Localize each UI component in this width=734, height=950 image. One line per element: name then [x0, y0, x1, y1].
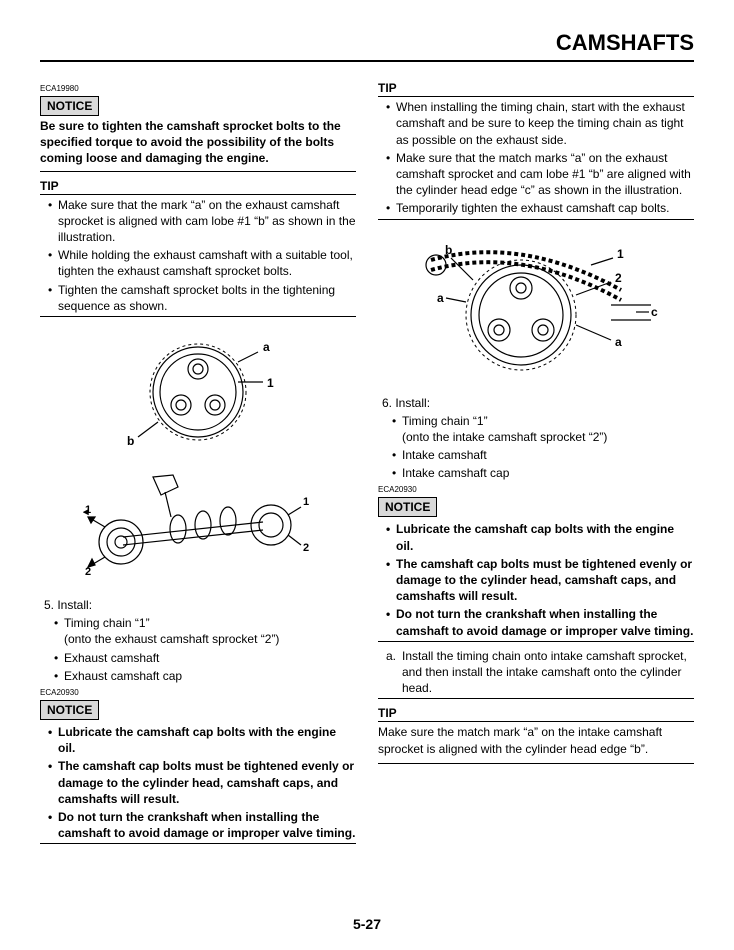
paren-note: (onto the intake camshaft sprocket “2”) [402, 429, 694, 445]
tip-header: TIP [40, 178, 356, 195]
ref-code: ECA19980 [40, 84, 356, 95]
list-item: Timing chain “1” (onto the exhaust camsh… [54, 615, 356, 647]
ref-code: ECA20930 [378, 485, 694, 496]
figure-sprocket-chain: a b 1 2 c a [378, 230, 694, 385]
fig-label-2: 2 [615, 271, 622, 285]
tip-label: TIP [378, 80, 399, 97]
letter-list: Install the timing chain onto intake cam… [378, 648, 694, 697]
notice-list: Lubricate the camshaft cap bolts with th… [378, 521, 694, 638]
title-divider [40, 60, 694, 62]
tip-list: When installing the timing chain, start … [378, 99, 694, 216]
list-item: Temporarily tighten the exhaust camshaft… [386, 200, 694, 216]
tip-label: TIP [40, 178, 61, 195]
tip-header: TIP [378, 80, 694, 97]
step-5: 5. Install: [40, 597, 356, 613]
fig-label-c: c [651, 305, 658, 319]
notice-body: Be sure to tighten the camshaft sprocket… [40, 118, 356, 167]
tip-header: TIP [378, 705, 694, 722]
list-item: Intake camshaft [392, 447, 694, 463]
list-item: Do not turn the crankshaft when installi… [48, 809, 356, 841]
right-column: TIP When installing the timing chain, st… [378, 80, 694, 850]
fig-label-a: a [437, 291, 444, 305]
divider [40, 316, 356, 317]
figure-sprocket-1: a 1 b [40, 327, 356, 457]
list-item: Lubricate the camshaft cap bolts with th… [386, 521, 694, 553]
notice-label: NOTICE [40, 96, 99, 116]
fig2-label-2b: 2 [303, 542, 309, 554]
divider [378, 698, 694, 699]
fig-label-1: 1 [617, 247, 624, 261]
fig-label-b: b [445, 243, 452, 257]
list-item: Make sure that the mark “a” on the exhau… [48, 197, 356, 246]
fig-label-a2: a [615, 335, 622, 349]
fig2-label-1a: 1 [85, 504, 91, 516]
list-item: Make sure that the match marks “a” on th… [386, 150, 694, 199]
list-item: Exhaust camshaft cap [54, 668, 356, 684]
list-item: The camshaft cap bolts must be tightened… [48, 758, 356, 807]
fig2-label-2a: 2 [85, 566, 91, 578]
divider [378, 763, 694, 764]
fig-label-a: a [263, 340, 270, 354]
list-item: Lubricate the camshaft cap bolts with th… [48, 724, 356, 756]
list-item: The camshaft cap bolts must be tightened… [386, 556, 694, 605]
list-item: Timing chain “1” (onto the intake camsha… [392, 413, 694, 445]
tip-body: Make sure the match mark “a” on the inta… [378, 724, 694, 756]
notice-list: Lubricate the camshaft cap bolts with th… [40, 724, 356, 841]
list-item: Tighten the camshaft sprocket bolts in t… [48, 282, 356, 314]
fig-label-b: b [127, 434, 134, 448]
notice-label: NOTICE [40, 700, 99, 720]
list-item: Install the timing chain onto intake cam… [386, 648, 694, 697]
list-item: Intake camshaft cap [392, 465, 694, 481]
step-5-items: Timing chain “1” (onto the exhaust camsh… [40, 615, 356, 684]
step-6-items: Timing chain “1” (onto the intake camsha… [378, 413, 694, 482]
step-6: 6. Install: [378, 395, 694, 411]
fig-label-1: 1 [267, 376, 274, 390]
tip-list: Make sure that the mark “a” on the exhau… [40, 197, 356, 314]
fig2-label-1b: 1 [303, 496, 309, 508]
tip-label: TIP [378, 705, 399, 722]
page-title: CAMSHAFTS [40, 30, 694, 56]
page-number: 5-27 [0, 916, 734, 932]
divider [378, 219, 694, 220]
ref-code: ECA20930 [40, 688, 356, 699]
divider [40, 171, 356, 172]
divider [40, 843, 356, 844]
figure-camshaft-assembly: ◂ 1 2 1 2 [40, 467, 356, 587]
left-column: ECA19980 NOTICE Be sure to tighten the c… [40, 80, 356, 850]
divider [378, 641, 694, 642]
list-item: While holding the exhaust camshaft with … [48, 247, 356, 279]
list-item: Do not turn the crankshaft when installi… [386, 606, 694, 638]
paren-note: (onto the exhaust camshaft sprocket “2”) [64, 631, 356, 647]
list-item: Exhaust camshaft [54, 650, 356, 666]
notice-label: NOTICE [378, 497, 437, 517]
list-item: When installing the timing chain, start … [386, 99, 694, 148]
